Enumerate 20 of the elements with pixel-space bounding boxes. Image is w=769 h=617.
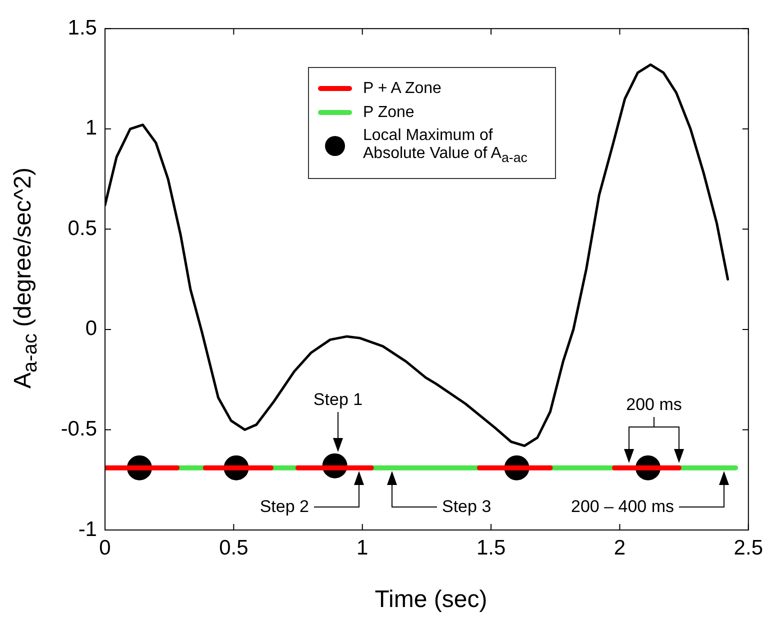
annotation: Step 2 (260, 497, 309, 517)
legend-label: Local Maximum of Absolute Value of A$_{a-ac}$ (363, 127, 528, 166)
x-tick-label: 0.5 (219, 536, 248, 560)
legend-label: P + A Zone (363, 80, 442, 98)
y-tick-label: -0.5 (60, 418, 97, 441)
x-tick-label: 2 (614, 536, 626, 560)
y-tick-label: 1.5 (68, 16, 97, 40)
annotation: Step 3 (442, 497, 492, 517)
annotation: Step 1 (313, 390, 363, 410)
annotation: 200 – 400 ms (570, 497, 674, 517)
y-tick-label: 0 (85, 317, 97, 340)
x-tick-label: 1 (356, 536, 368, 560)
y-tick-label: -1 (78, 518, 97, 541)
y-tick-label: 1 (85, 116, 97, 140)
y-tick-label: 0.5 (68, 216, 97, 240)
legend-label: P Zone (363, 104, 414, 122)
x-tick-label: 2.5 (734, 536, 764, 560)
x-axis-title: Time (sec) (374, 586, 488, 614)
annotation: 200 ms (626, 395, 682, 415)
x-tick-label: 1.5 (476, 536, 506, 560)
